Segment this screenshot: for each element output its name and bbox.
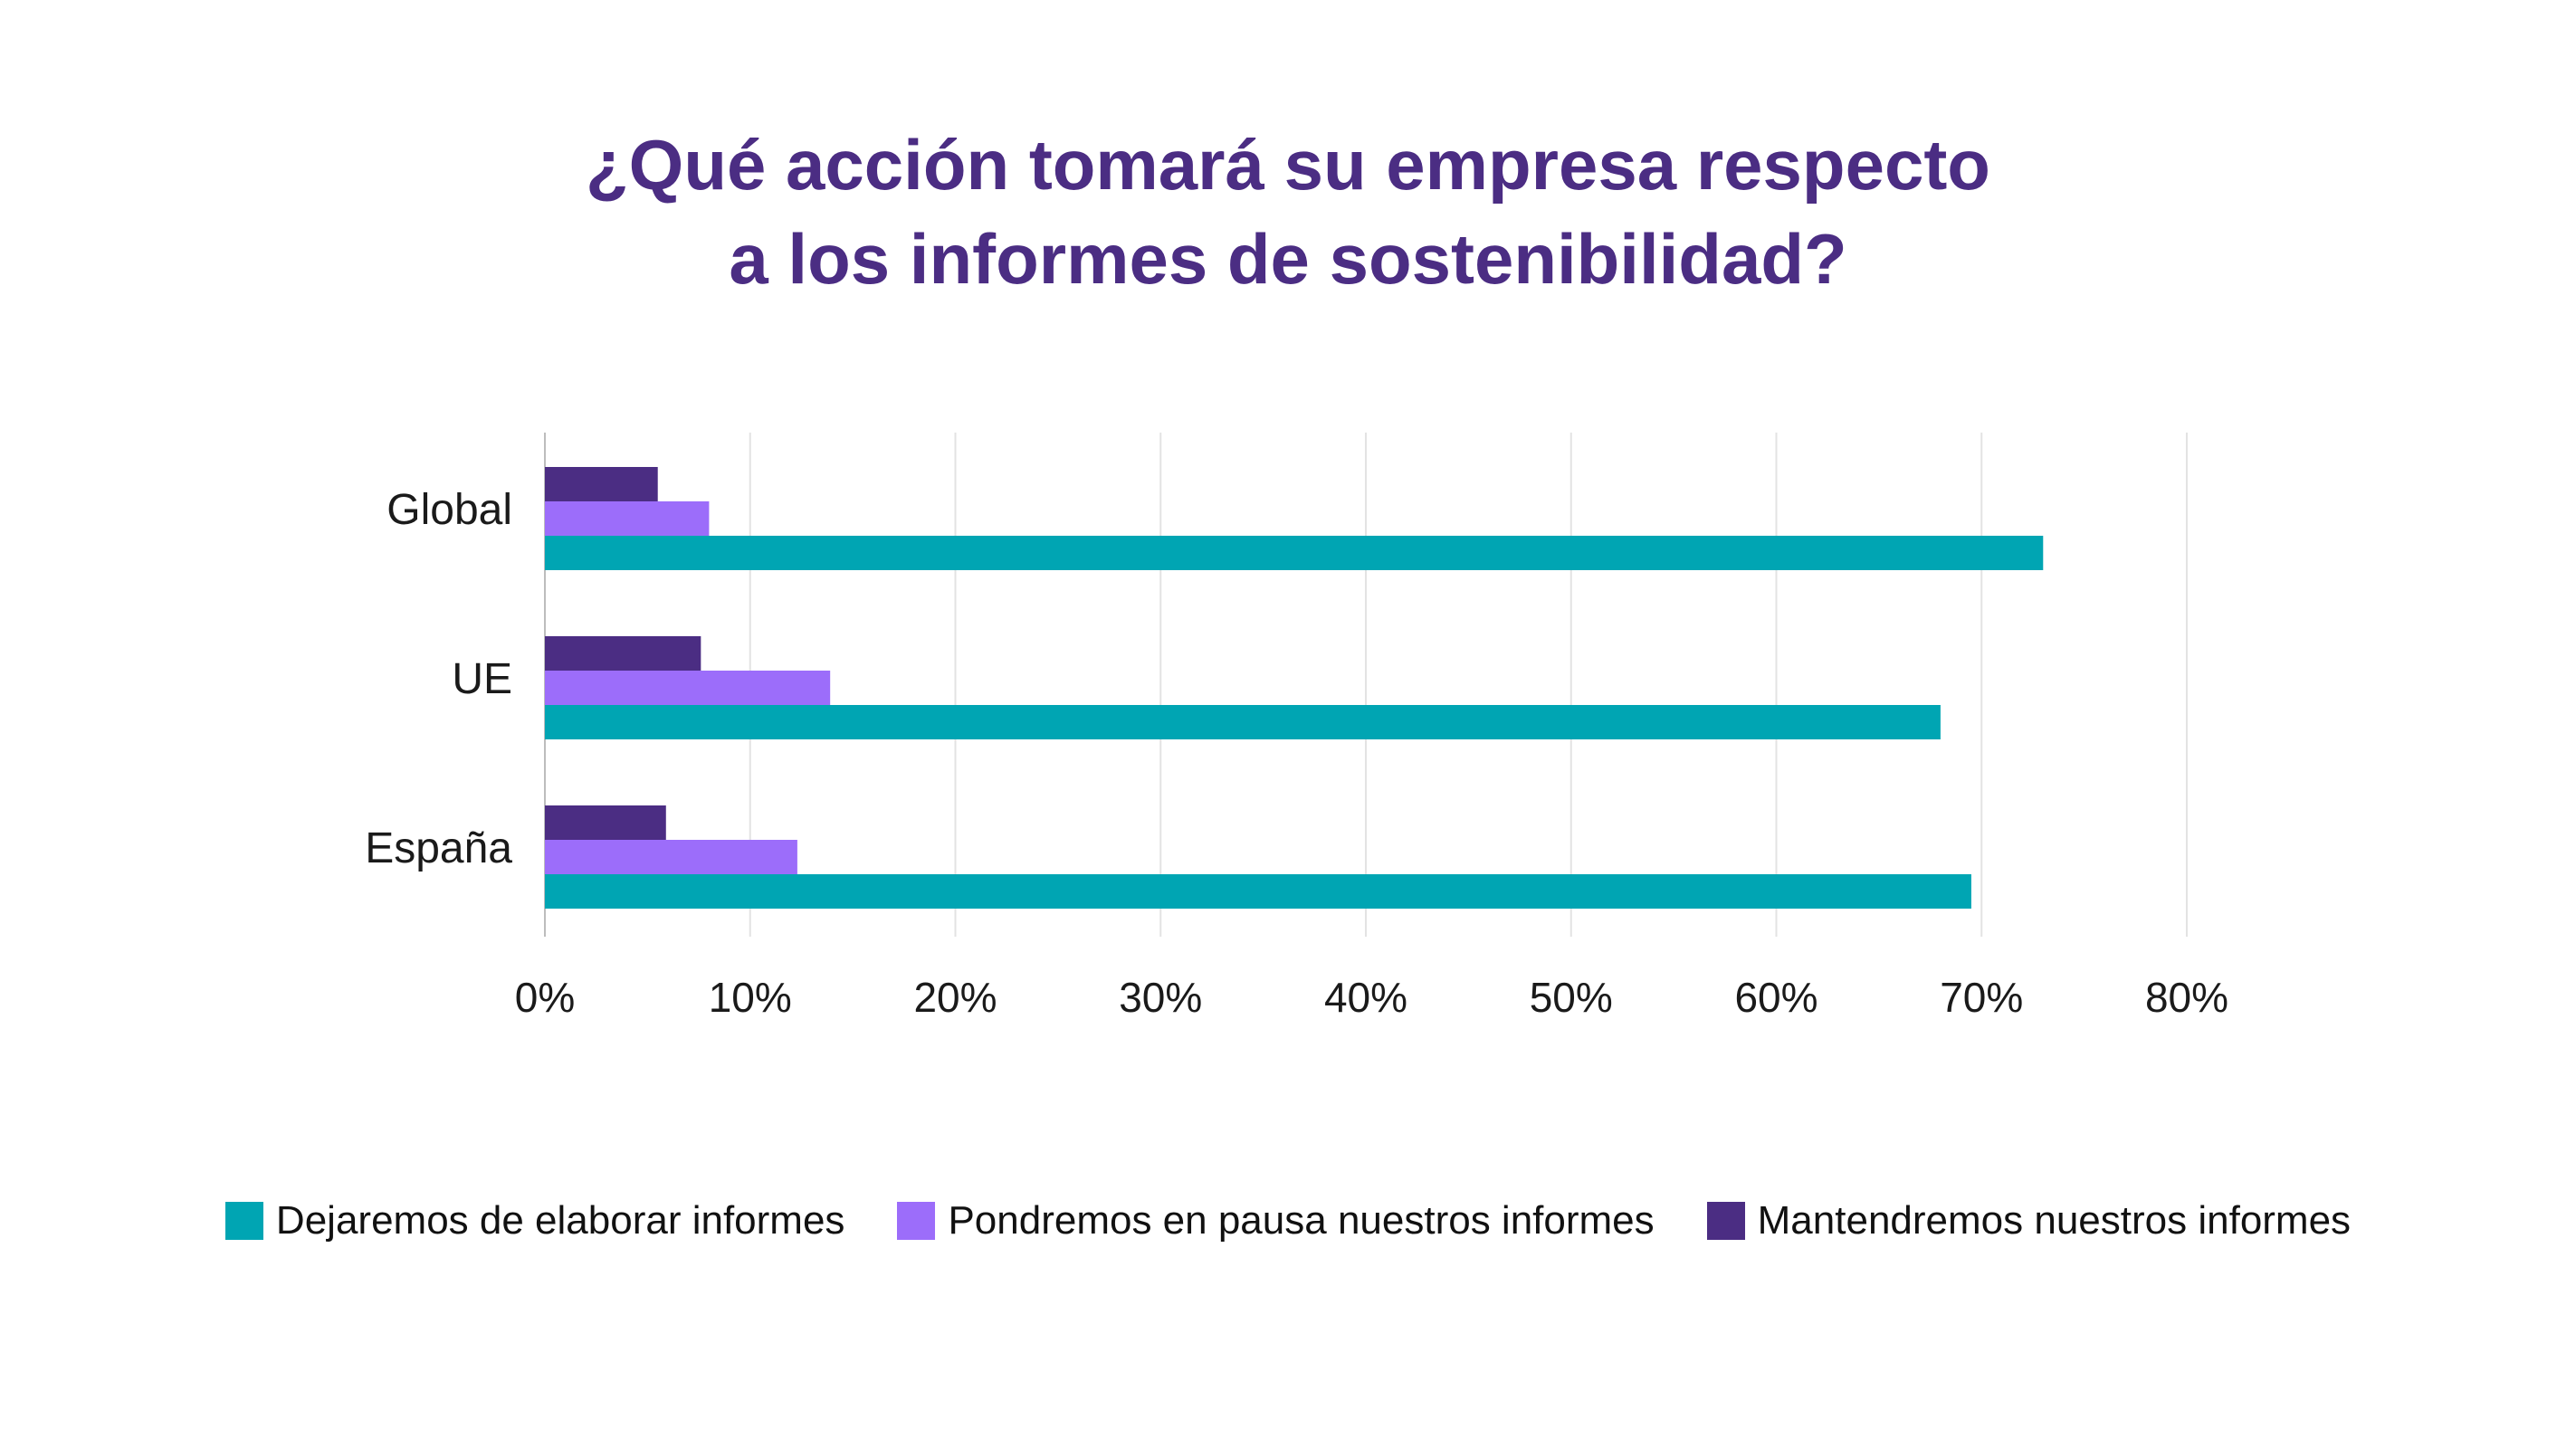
- grid-lines: [544, 433, 2188, 937]
- bar-mantendremos: [545, 636, 701, 671]
- legend-label-pondremos: Pondremos en pausa nuestros informes: [948, 1198, 1655, 1243]
- bar-pondremos: [545, 671, 831, 705]
- legend-label-dejaremos: Dejaremos de elaborar informes: [275, 1198, 845, 1243]
- x-tick-label: 80%: [2145, 974, 2228, 1021]
- bars: [545, 467, 2044, 909]
- category-label: Global: [386, 486, 512, 534]
- x-tick-label: 20%: [913, 974, 997, 1021]
- legend-swatch-mantendremos: [1706, 1202, 1745, 1240]
- category-label: UE: [452, 655, 512, 703]
- category-label: España: [365, 824, 512, 872]
- bar-pondremos: [545, 840, 797, 874]
- x-tick-label: 60%: [1734, 974, 1818, 1021]
- chart-title: ¿Qué acción tomará su empresa respecto a…: [0, 118, 2576, 306]
- legend-swatch-dejaremos: [224, 1202, 263, 1240]
- chart-title-line-1: ¿Qué acción tomará su empresa respecto: [586, 125, 1990, 205]
- bar-dejaremos: [545, 874, 1971, 909]
- x-tick-label: 0%: [515, 974, 575, 1021]
- legend-swatch-pondremos: [897, 1202, 936, 1240]
- x-axis-tick-labels: 0% 10% 20% 30% 40% 50% 60% 70% 80%: [515, 974, 2228, 1021]
- bar-dejaremos: [545, 536, 2044, 570]
- x-tick-label: 10%: [709, 974, 792, 1021]
- x-tick-label: 30%: [1119, 974, 1202, 1021]
- bar-chart: Global UE España 0% 10% 20% 30% 40% 50% 60% 70% 80…: [365, 433, 2228, 1021]
- chart-title-line-2: a los informes de sostenibilidad?: [729, 219, 1847, 299]
- legend-item-mantendremos: Mantendremos nuestros informes: [1706, 1198, 2352, 1243]
- bar-mantendremos: [545, 805, 666, 840]
- legend-item-dejaremos: Dejaremos de elaborar informes: [224, 1198, 845, 1243]
- category-labels: Global UE España: [365, 486, 512, 872]
- bar-pondremos: [545, 501, 710, 536]
- legend-label-mantendremos: Mantendremos nuestros informes: [1757, 1198, 2352, 1243]
- x-tick-label: 70%: [1940, 974, 2023, 1021]
- legend-item-pondremos: Pondremos en pausa nuestros informes: [897, 1198, 1655, 1243]
- legend: Dejaremos de elaborar informes Pondremos…: [0, 1198, 2576, 1243]
- bar-mantendremos: [545, 467, 658, 501]
- x-tick-label: 40%: [1324, 974, 1407, 1021]
- bar-dejaremos: [545, 705, 1941, 739]
- x-tick-label: 50%: [1530, 974, 1613, 1021]
